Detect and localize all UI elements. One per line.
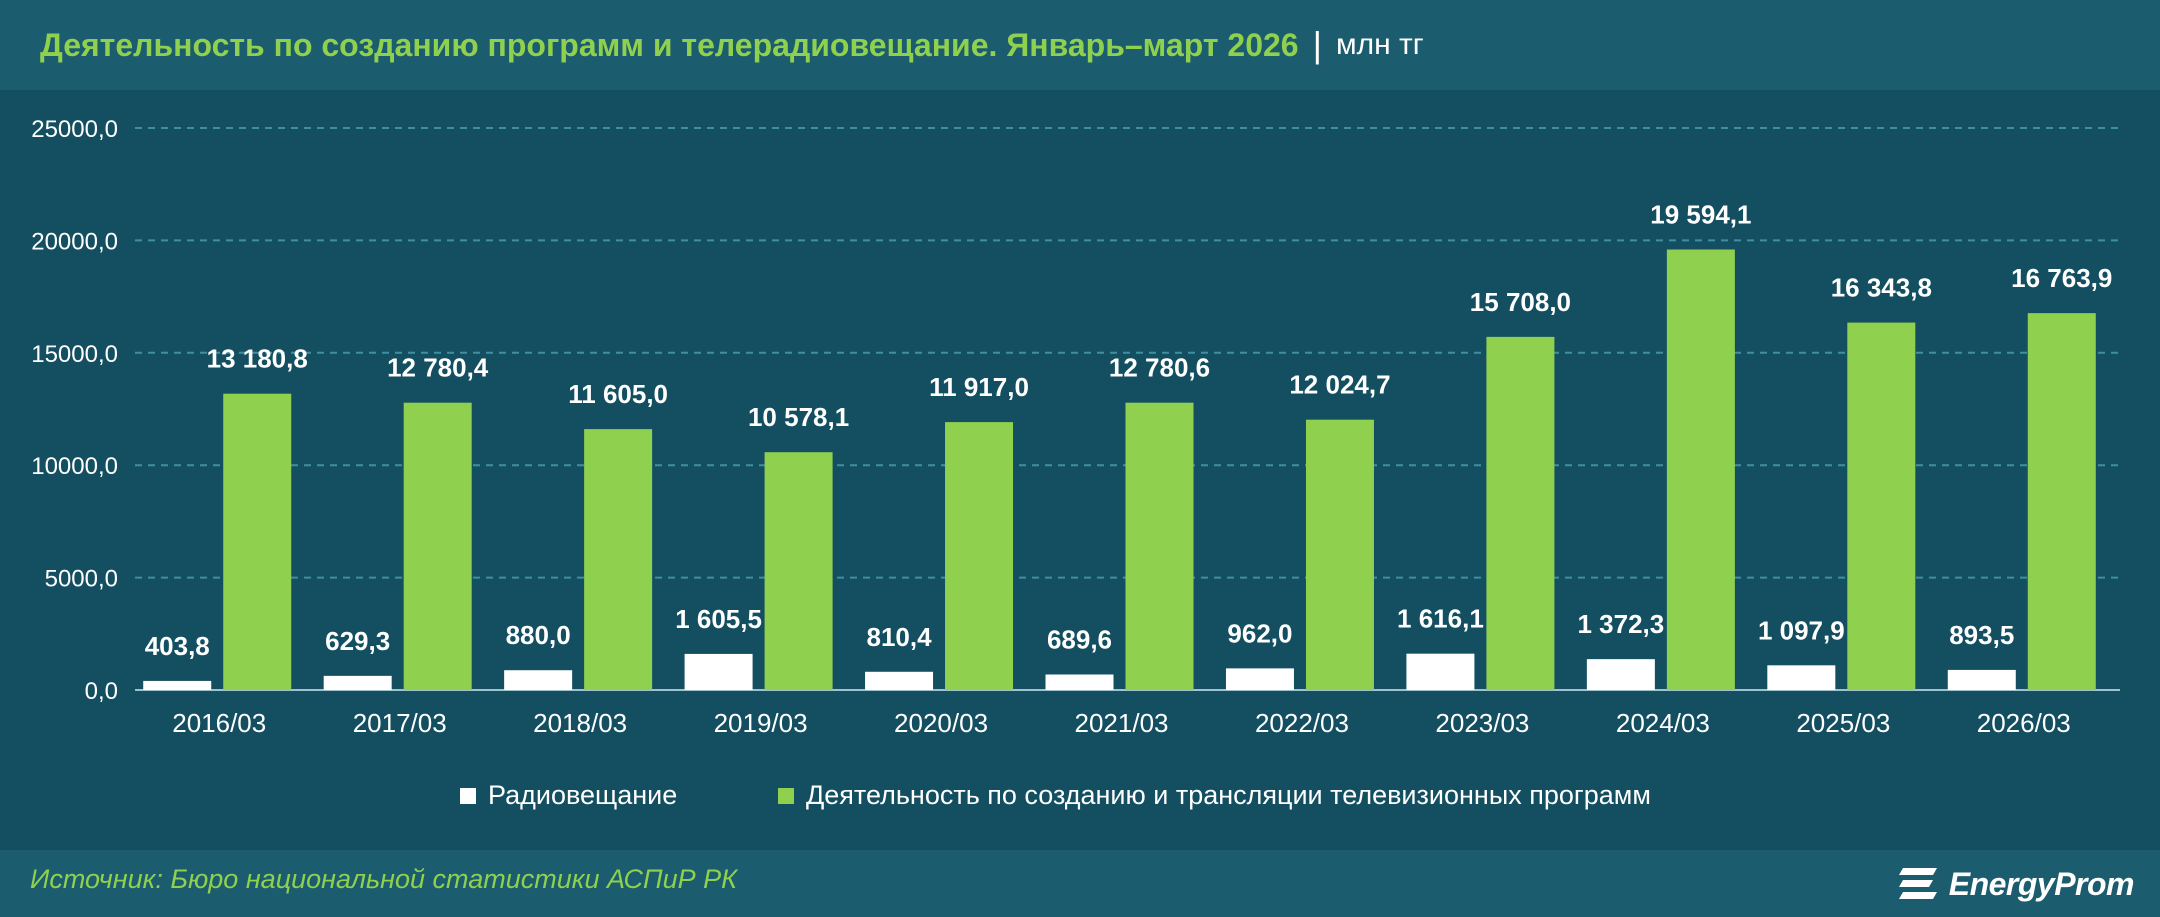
bar-tv [1125,402,1194,690]
data-label-radio: 629,3 [325,626,390,656]
chart-legend: Радиовещание Деятельность по созданию и … [0,780,2160,820]
bar-radio [1225,668,1294,690]
bar-radio [323,675,392,690]
bar-radio [1767,665,1836,690]
data-label-radio: 810,4 [867,622,933,652]
data-label-radio: 1 616,1 [1397,604,1484,634]
bar-tv [2027,313,2096,690]
legend-item-tv: Деятельность по созданию и трансляции те… [778,780,1651,811]
x-tick-label: 2018/03 [533,708,627,738]
bar-tv [1305,419,1374,690]
x-tick-label: 2026/03 [1977,708,2071,738]
x-tick-label: 2023/03 [1435,708,1529,738]
data-label-radio: 1 372,3 [1577,609,1664,639]
bar-radio [865,671,934,690]
data-label-radio: 1 097,9 [1758,615,1845,645]
legend-swatch-tv [778,787,794,804]
x-tick-label: 2021/03 [1075,708,1169,738]
bar-tv [1666,249,1735,690]
bar-radio [684,653,753,690]
legend-label-tv: Деятельность по созданию и трансляции те… [806,780,1651,810]
x-tick-label: 2022/03 [1255,708,1349,738]
bar-tv [1847,322,1916,690]
bar-tv [403,402,472,690]
y-tick-label: 0,0 [85,678,118,705]
chart-header: Деятельность по созданию программ и теле… [0,0,2160,90]
data-label-tv: 19 594,1 [1650,200,1751,230]
data-label-radio: 1 605,5 [675,604,762,634]
logo-text: EnergyProm [1948,865,2135,902]
bar-tv [1486,336,1555,690]
x-tick-label: 2020/03 [894,708,988,738]
bar-radio [504,670,573,690]
energyprom-logo: EnergyProm [1897,858,2135,910]
bar-radio [143,680,212,690]
data-label-tv: 12 780,4 [387,353,489,383]
x-tick-label: 2016/03 [172,708,266,738]
legend-label-radio: Радиовещание [488,780,678,810]
x-tick-label: 2019/03 [714,708,808,738]
legend-swatch-radio [460,787,476,804]
y-tick-label: 10000,0 [31,453,118,480]
bar-radio [1045,674,1114,690]
data-label-tv: 16 343,8 [1831,273,1932,303]
bar-tv [945,422,1014,690]
y-tick-label: 15000,0 [31,341,118,368]
bar-tv [764,452,833,690]
x-tick-label: 2025/03 [1796,708,1890,738]
data-label-tv: 11 917,0 [929,372,1029,402]
bar-chart: 0,0 5000,0 10000,0 15000,0 20000,0 25000,0 403… [31,116,2120,738]
data-label-tv: 10 578,1 [748,402,849,432]
y-tick-label: 5000,0 [45,566,118,593]
data-label-tv: 16 763,9 [2011,263,2112,293]
data-label-tv: 12 024,7 [1289,370,1390,400]
bar-tv [223,393,292,690]
bar-tv [584,429,653,690]
y-tick-label: 25000,0 [31,116,118,143]
y-tick-label: 20000,0 [31,228,118,255]
title-separator: | [1312,24,1322,65]
chart-title: Деятельность по созданию программ и теле… [40,26,1299,63]
data-label-tv: 15 708,0 [1470,287,1571,317]
data-label-radio: 893,5 [1949,620,2014,650]
x-tick-label: 2024/03 [1616,708,1710,738]
data-label-radio: 962,0 [1227,618,1292,648]
source-note: Источник: Бюро национальной статистики А… [30,864,738,894]
bar-radio [1406,653,1475,690]
bar-radio [1947,669,2016,690]
legend-item-radio: Радиовещание [460,780,677,811]
data-label-radio: 689,6 [1047,624,1112,654]
data-label-tv: 11 605,0 [568,379,668,409]
x-tick-label: 2017/03 [353,708,447,738]
energyprom-logo-icon [1898,868,1937,899]
data-label-radio: 403,8 [145,631,210,661]
data-label-tv: 13 180,8 [207,344,308,374]
chart-footer: Источник: Бюро национальной статистики А… [0,850,2160,917]
data-label-tv: 12 780,6 [1109,353,1210,383]
data-label-radio: 880,0 [506,620,571,650]
chart-unit: млн тг [1335,28,1424,61]
bar-radio [1586,659,1655,690]
